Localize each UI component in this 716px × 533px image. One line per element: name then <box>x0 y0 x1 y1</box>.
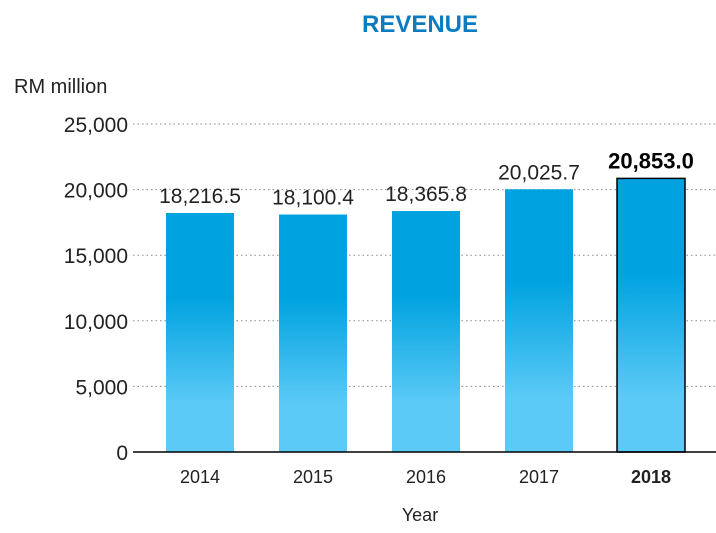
bar-2017 <box>505 189 573 452</box>
x-tick-label: 2017 <box>519 467 559 487</box>
bar-2018 <box>616 177 686 453</box>
y-tick-label: 5,000 <box>75 376 128 399</box>
x-tick-label: 2015 <box>293 467 333 487</box>
x-tick-label: 2016 <box>406 467 446 487</box>
y-tick-label: 10,000 <box>64 311 128 334</box>
bar-2015 <box>279 214 347 452</box>
bar-2016 <box>392 211 460 452</box>
x-tick-label: 2014 <box>180 467 220 487</box>
data-label: 20,025.7 <box>498 161 580 184</box>
y-tick-label: 0 <box>116 442 128 465</box>
x-axis-label: Year <box>402 505 438 525</box>
data-label: 20,853.0 <box>608 148 694 173</box>
y-tick-label: 15,000 <box>64 245 128 268</box>
data-label: 18,100.4 <box>272 187 354 210</box>
x-tick-label: 2018 <box>631 467 671 487</box>
chart-title: REVENUE <box>362 11 478 38</box>
bar-2014 <box>166 212 234 452</box>
y-axis-label: RM million <box>14 76 107 98</box>
y-tick-label: 20,000 <box>64 180 128 203</box>
data-label: 18,365.8 <box>385 183 467 206</box>
data-label: 18,216.5 <box>159 185 241 208</box>
y-tick-label: 25,000 <box>64 114 128 137</box>
